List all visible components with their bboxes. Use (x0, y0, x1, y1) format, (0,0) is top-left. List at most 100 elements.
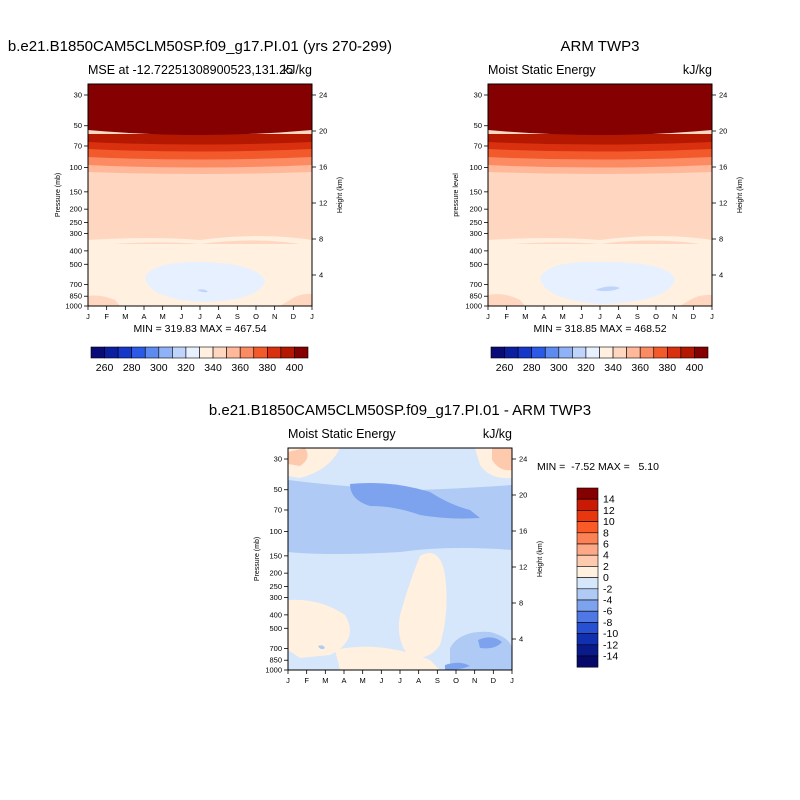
colorbar-label: 300 (150, 362, 168, 374)
panel-diff-ylabel-right: Height (km) (537, 541, 544, 577)
y-right-tick-label: 24 (719, 91, 727, 100)
y-right-tick-label: 4 (719, 271, 723, 280)
colorbar-swatch (653, 346, 668, 359)
colorbar-swatch (144, 346, 160, 359)
x-tick-label: A (541, 312, 546, 321)
colorbar-label: -2 (603, 583, 612, 595)
x-tick-label: M (160, 312, 166, 321)
colorbar-swatch (576, 487, 599, 500)
y-tick-label: 200 (69, 205, 82, 214)
x-tick-label: S (235, 312, 240, 321)
colorbar-swatch (576, 566, 599, 578)
colorbar-swatch (212, 346, 227, 359)
colorbar-swatch (576, 521, 599, 534)
y-tick-label: 500 (269, 624, 282, 633)
y-tick-label: 50 (74, 121, 82, 130)
colorbar-swatch (576, 554, 599, 567)
colorbar-swatch (253, 346, 268, 359)
colorbar-label: -6 (603, 606, 612, 618)
colorbar-label: 340 (604, 362, 622, 374)
y-right-tick-label: 8 (719, 235, 723, 244)
colorbar-label: 360 (231, 362, 249, 374)
y-right-tick-label: 24 (319, 91, 327, 100)
colorbar-label: 0 (603, 572, 609, 584)
colorbar-label: 260 (96, 362, 114, 374)
colorbar-swatch (185, 346, 200, 359)
y-right-tick-label: 20 (319, 127, 327, 136)
y-tick-label: 850 (469, 292, 482, 301)
y-tick-label: 1000 (265, 666, 282, 675)
colorbar-swatch (504, 346, 519, 359)
colorbar-label: 2 (603, 561, 609, 573)
colorbar-swatch (667, 346, 682, 359)
colorbar-swatch (576, 543, 599, 556)
x-tick-label: J (179, 312, 183, 321)
y-tick-label: 300 (269, 593, 282, 602)
x-tick-label: J (379, 676, 383, 685)
y-tick-label: 100 (469, 163, 482, 172)
colorbar-label: 380 (259, 362, 277, 374)
panel-obs-stats: MIN = 318.85 MAX = 468.52 (533, 323, 666, 335)
x-tick-label: J (398, 676, 402, 685)
colorbar-label: 280 (123, 362, 141, 374)
panel-diff-contours (288, 448, 512, 670)
y-tick-label: 70 (274, 505, 282, 514)
panel-model-stats: MIN = 319.83 MAX = 467.54 (133, 323, 266, 335)
panel-model-contours (88, 84, 312, 306)
y-tick-label: 500 (469, 260, 482, 269)
y-tick-label: 150 (469, 187, 482, 196)
panel-diff-ticks: J F M A M J J A S O N D J 30 50 70 100 150 200 250 300 400 500… (265, 455, 527, 686)
colorbar-swatch (517, 346, 532, 359)
panel-diff-stats: MIN = -7.52 MAX = 5.10 (537, 461, 659, 473)
colorbar-label: 360 (631, 362, 649, 374)
colorbar-label: 320 (177, 362, 195, 374)
y-right-tick-label: 16 (319, 163, 327, 172)
colorbar-model: 260 280 300 320 340 360 380 400 (90, 346, 309, 374)
x-tick-label: M (122, 312, 128, 321)
x-tick-label: M (522, 312, 528, 321)
colorbar-swatch (90, 346, 105, 359)
colorbar-swatch (158, 346, 173, 359)
colorbar-label: 4 (603, 550, 609, 562)
x-tick-label: F (104, 312, 109, 321)
colorbar-swatch (576, 577, 599, 590)
x-tick-label: J (310, 312, 314, 321)
y-tick-label: 30 (74, 91, 82, 100)
colorbar-swatch (626, 346, 641, 359)
panel-obs-units: kJ/kg (683, 63, 712, 77)
colorbar-swatch (576, 498, 599, 511)
panel-model-ticks: J F M A M J J A S O N D J 30 50 70 100 150 200 250 300 400 500… (65, 91, 327, 322)
colorbar-label: 280 (523, 362, 541, 374)
colorbar-label: -14 (603, 651, 618, 663)
colorbar-swatch (572, 346, 587, 359)
y-tick-label: 50 (474, 121, 482, 130)
y-tick-label: 1000 (65, 302, 82, 311)
colorbar-swatch (239, 346, 255, 359)
y-tick-label: 700 (69, 280, 82, 289)
colorbar-swatch (576, 633, 599, 646)
colorbar-swatch (490, 346, 505, 359)
panel-obs-ylabel: pressure level (453, 173, 460, 217)
x-tick-label: J (598, 312, 602, 321)
x-tick-label: O (253, 312, 259, 321)
y-tick-label: 300 (469, 229, 482, 238)
panel-model-units: kJ/kg (283, 63, 312, 77)
panel-obs-subtitle-left: Moist Static Energy (488, 63, 596, 77)
y-tick-label: 150 (269, 551, 282, 560)
colorbar-label: 300 (550, 362, 568, 374)
colorbar-swatch (117, 346, 132, 359)
y-tick-label: 850 (69, 292, 82, 301)
y-right-tick-label: 12 (319, 199, 327, 208)
colorbar-swatch (612, 346, 627, 359)
panel-model-ylabel: Pressure (mb) (55, 173, 62, 217)
colorbar-label: 380 (659, 362, 677, 374)
panel-diff-units: kJ/kg (483, 427, 512, 441)
x-tick-label: J (486, 312, 490, 321)
y-right-tick-label: 4 (319, 271, 323, 280)
y-tick-label: 100 (269, 527, 282, 536)
panel-model-ylabel-right: Height (km) (337, 177, 344, 213)
colorbar-swatch (226, 346, 241, 359)
